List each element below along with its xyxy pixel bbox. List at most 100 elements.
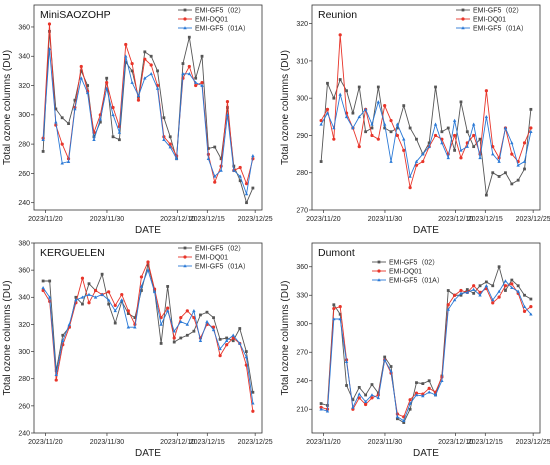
data-point bbox=[319, 122, 323, 126]
data-point bbox=[395, 122, 400, 126]
data-point bbox=[225, 100, 230, 104]
data-point bbox=[206, 147, 210, 150]
legend-marker bbox=[461, 26, 465, 30]
data-point bbox=[66, 159, 71, 163]
data-point bbox=[415, 381, 418, 385]
legend-entry: EMI-GF5（01A） bbox=[195, 25, 250, 33]
data-point bbox=[332, 303, 336, 307]
data-point bbox=[459, 156, 463, 160]
data-point bbox=[231, 339, 235, 343]
data-point bbox=[194, 76, 198, 80]
data-point bbox=[179, 319, 183, 324]
y-tick-label: 320 bbox=[18, 83, 30, 90]
data-point bbox=[172, 329, 176, 333]
data-point bbox=[174, 156, 179, 161]
data-point bbox=[344, 359, 349, 364]
data-point bbox=[459, 293, 463, 297]
legend-entry: EMI-GF5（01A） bbox=[389, 277, 444, 285]
data-point bbox=[85, 91, 90, 95]
data-point bbox=[79, 76, 83, 80]
data-point bbox=[364, 402, 368, 407]
y-tick-label: 300 bbox=[18, 349, 30, 356]
data-point bbox=[54, 372, 58, 376]
data-point bbox=[440, 141, 444, 145]
data-point bbox=[146, 263, 150, 267]
data-point bbox=[370, 122, 374, 126]
data-point bbox=[465, 288, 469, 291]
x-tick-label: 2023/12/15 bbox=[190, 439, 225, 446]
data-point bbox=[529, 129, 533, 134]
data-point bbox=[47, 22, 52, 26]
data-point bbox=[54, 107, 58, 111]
data-point bbox=[529, 305, 533, 309]
y-tick-label: 240 bbox=[18, 200, 30, 207]
series-0 bbox=[319, 78, 533, 197]
data-point bbox=[168, 135, 172, 139]
data-point bbox=[124, 42, 128, 47]
data-point bbox=[213, 145, 217, 149]
panel-title: MiniSAOZOHP bbox=[40, 9, 111, 21]
data-point bbox=[149, 54, 153, 58]
data-point bbox=[67, 122, 70, 126]
series-line bbox=[42, 24, 254, 186]
panel-2: 240 260 280 300 320 340 360 380 2023/11/20 2023/1… bbox=[2, 240, 273, 459]
data-point bbox=[319, 402, 323, 405]
data-point bbox=[168, 145, 172, 149]
x-axis-label: DATE bbox=[413, 225, 439, 236]
data-point bbox=[98, 117, 103, 121]
data-point bbox=[205, 310, 209, 314]
data-point bbox=[60, 142, 64, 146]
panel-3: 210 240 270 300 330 360 2023/11/20 2023/11/30 20… bbox=[280, 242, 550, 459]
data-point bbox=[185, 309, 189, 313]
data-point bbox=[516, 178, 520, 182]
data-point bbox=[421, 392, 425, 396]
data-point bbox=[165, 309, 170, 313]
data-point bbox=[522, 159, 527, 163]
data-point bbox=[111, 135, 115, 139]
data-point bbox=[427, 144, 431, 148]
x-tick-label: 2023/12/15 bbox=[468, 439, 503, 446]
data-point bbox=[238, 165, 242, 170]
data-point bbox=[446, 307, 450, 311]
x-tick-label: 2023/11/20 bbox=[28, 439, 63, 446]
data-point bbox=[510, 152, 514, 156]
y-tick-label: 290 bbox=[296, 133, 308, 140]
data-point bbox=[478, 137, 482, 141]
data-point bbox=[414, 391, 419, 395]
x-tick-label: 2023/11/20 bbox=[28, 216, 63, 223]
data-point bbox=[41, 279, 45, 283]
data-point bbox=[325, 107, 330, 111]
data-point bbox=[143, 76, 147, 80]
data-point bbox=[376, 100, 381, 104]
data-point bbox=[251, 186, 255, 190]
y-axis-label: Total ozone columns (DU) bbox=[280, 280, 291, 395]
data-point bbox=[408, 174, 412, 178]
x-tick-label: 2023/12/15 bbox=[190, 216, 225, 223]
data-point bbox=[104, 86, 109, 90]
data-point bbox=[193, 80, 198, 84]
data-point bbox=[351, 111, 355, 115]
y-tick-label: 270 bbox=[296, 350, 308, 357]
y-tick-label: 280 bbox=[18, 376, 30, 383]
data-point bbox=[497, 175, 501, 178]
data-point bbox=[408, 126, 412, 130]
data-point bbox=[74, 295, 78, 299]
data-point bbox=[156, 69, 159, 73]
data-point bbox=[143, 57, 147, 61]
data-point bbox=[332, 137, 336, 141]
data-point bbox=[383, 104, 387, 108]
data-point bbox=[111, 105, 115, 110]
data-point bbox=[41, 285, 45, 290]
data-point bbox=[213, 180, 217, 184]
series-line bbox=[42, 31, 254, 205]
data-point bbox=[218, 347, 222, 351]
data-point bbox=[87, 301, 91, 305]
data-point bbox=[440, 378, 444, 383]
data-point bbox=[87, 292, 91, 296]
data-point bbox=[47, 295, 52, 299]
data-point bbox=[529, 312, 533, 316]
y-tick-label: 300 bbox=[296, 96, 308, 103]
